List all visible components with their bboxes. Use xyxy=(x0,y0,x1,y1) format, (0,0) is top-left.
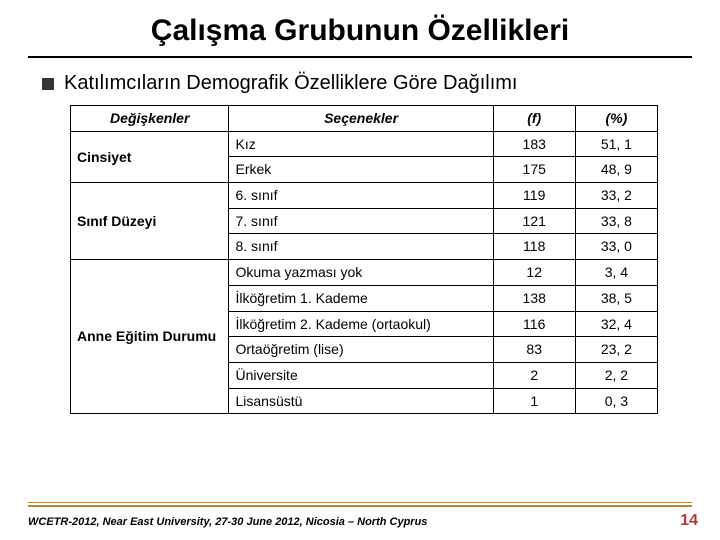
f-cell: 118 xyxy=(493,234,575,260)
subtitle-row: Katılımcıların Demografik Özelliklere Gö… xyxy=(0,72,720,95)
f-cell: 138 xyxy=(493,285,575,311)
bullet-icon xyxy=(42,78,54,90)
option-cell: Üniversite xyxy=(229,362,493,388)
pct-cell: 33, 8 xyxy=(575,208,657,234)
f-cell: 83 xyxy=(493,337,575,363)
option-cell: İlköğretim 2. Kademe (ortaokul) xyxy=(229,311,493,337)
table-header-row: Değişkenler Seçenekler (f) (%) xyxy=(71,106,658,132)
footer-rule xyxy=(28,502,692,506)
f-cell: 183 xyxy=(493,131,575,157)
pct-cell: 48, 9 xyxy=(575,157,657,183)
table-row: CinsiyetKız18351, 1 xyxy=(71,131,658,157)
pct-cell: 23, 2 xyxy=(575,337,657,363)
variable-cell: Sınıf Düzeyi xyxy=(71,183,229,260)
page-title: Çalışma Grubunun Özellikleri xyxy=(0,0,720,56)
option-cell: İlköğretim 1. Kademe xyxy=(229,285,493,311)
variable-cell: Anne Eğitim Durumu xyxy=(71,260,229,414)
pct-cell: 0, 3 xyxy=(575,388,657,414)
demographics-table: Değişkenler Seçenekler (f) (%) CinsiyetK… xyxy=(70,105,658,414)
option-cell: Erkek xyxy=(229,157,493,183)
col-f: (f) xyxy=(493,106,575,132)
f-cell: 12 xyxy=(493,260,575,286)
option-cell: 6. sınıf xyxy=(229,183,493,209)
f-cell: 2 xyxy=(493,362,575,388)
option-cell: 7. sınıf xyxy=(229,208,493,234)
footer-caption: WCETR-2012, Near East University, 27-30 … xyxy=(28,516,427,528)
f-cell: 119 xyxy=(493,183,575,209)
col-variable: Değişkenler xyxy=(71,106,229,132)
subtitle: Katılımcıların Demografik Özelliklere Gö… xyxy=(64,72,517,95)
f-cell: 1 xyxy=(493,388,575,414)
col-pct: (%) xyxy=(575,106,657,132)
pct-cell: 33, 2 xyxy=(575,183,657,209)
f-cell: 121 xyxy=(493,208,575,234)
f-cell: 175 xyxy=(493,157,575,183)
option-cell: 8. sınıf xyxy=(229,234,493,260)
option-cell: Ortaöğretim (lise) xyxy=(229,337,493,363)
table-row: Sınıf Düzeyi6. sınıf11933, 2 xyxy=(71,183,658,209)
pct-cell: 33, 0 xyxy=(575,234,657,260)
pct-cell: 51, 1 xyxy=(575,131,657,157)
pct-cell: 3, 4 xyxy=(575,260,657,286)
title-rule xyxy=(28,56,692,58)
table-row: Anne Eğitim DurumuOkuma yazması yok123, … xyxy=(71,260,658,286)
f-cell: 116 xyxy=(493,311,575,337)
variable-cell: Cinsiyet xyxy=(71,131,229,182)
pct-cell: 2, 2 xyxy=(575,362,657,388)
option-cell: Lisansüstü xyxy=(229,388,493,414)
pct-cell: 32, 4 xyxy=(575,311,657,337)
col-option: Seçenekler xyxy=(229,106,493,132)
pct-cell: 38, 5 xyxy=(575,285,657,311)
option-cell: Kız xyxy=(229,131,493,157)
page-number: 14 xyxy=(680,512,698,530)
option-cell: Okuma yazması yok xyxy=(229,260,493,286)
table-wrapper: Değişkenler Seçenekler (f) (%) CinsiyetK… xyxy=(0,105,720,414)
